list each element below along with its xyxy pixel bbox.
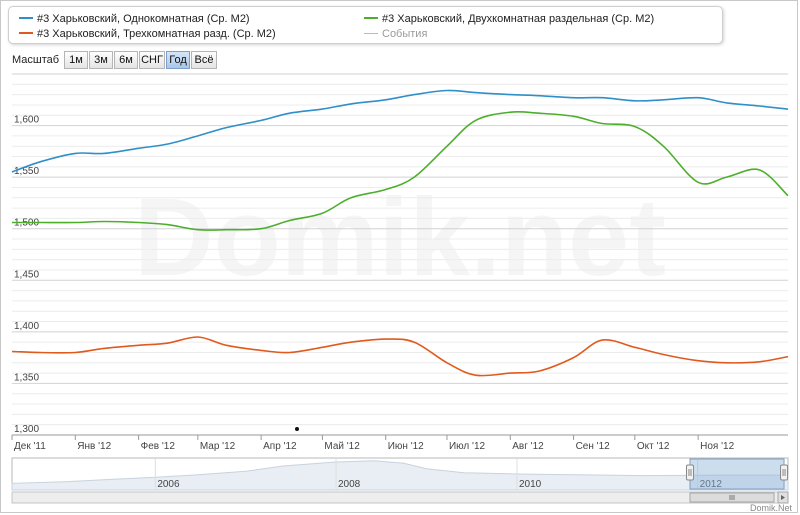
legend-item-3room[interactable]: #3 Харьковский, Трехкомнатная разд. (Ср.… — [19, 28, 276, 40]
zoom-all-button[interactable]: Всё — [191, 51, 217, 69]
legend-swatch — [19, 17, 33, 20]
legend-swatch — [364, 17, 378, 20]
legend-swatch — [19, 32, 33, 35]
zoom-ytd-button[interactable]: СНГ — [139, 51, 165, 69]
legend-label: #3 Харьковский, Трехкомнатная разд. (Ср.… — [37, 28, 276, 40]
legend-label: #3 Харьковский, Однокомнатная (Ср. М2) — [37, 13, 250, 25]
legend-swatch — [364, 32, 378, 34]
zoom-label: Масштаб — [12, 54, 60, 66]
zoom-1m-button[interactable]: 1м — [64, 51, 88, 69]
zoom-3m-button[interactable]: 3м — [89, 51, 113, 69]
legend-item-1room[interactable]: #3 Харьковский, Однокомнатная (Ср. М2) — [19, 13, 250, 25]
legend-label: #3 Харьковский, Двухкомнатная раздельная… — [382, 13, 655, 25]
zoom-6m-button[interactable]: 6м — [114, 51, 138, 69]
legend: #3 Харьковский, Однокомнатная (Ср. М2) #… — [8, 6, 723, 44]
zoom-1y-button[interactable]: Год — [166, 51, 190, 69]
legend-item-events[interactable]: События — [364, 28, 427, 40]
legend-item-2room[interactable]: #3 Харьковский, Двухкомнатная раздельная… — [364, 13, 654, 25]
legend-label: События — [382, 28, 428, 40]
